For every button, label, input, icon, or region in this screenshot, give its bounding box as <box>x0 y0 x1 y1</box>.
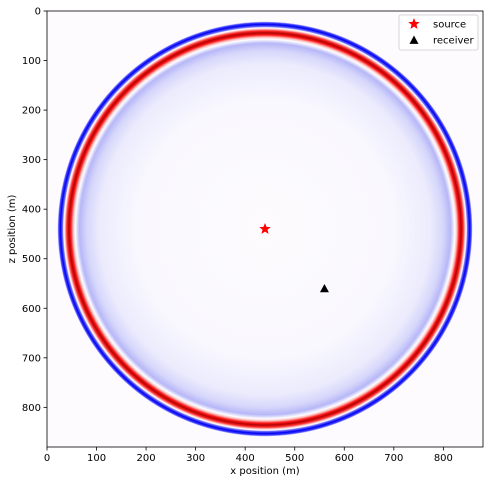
y-tick-label: 800 <box>22 403 41 414</box>
legend-box <box>398 14 479 51</box>
x-tick-label: 700 <box>384 453 403 464</box>
x-tick-label: 200 <box>137 453 156 464</box>
receiver-marker-triangle-icon <box>319 283 329 293</box>
y-tick-label: 100 <box>22 56 41 67</box>
legend-source-star-icon <box>408 18 420 29</box>
x-axis-ticks: 0 100 200 300 400 500 600 700 800 <box>44 447 453 464</box>
x-tick-label: 300 <box>186 453 205 464</box>
y-axis-ticks: 0 100 200 300 400 500 600 700 800 <box>22 7 47 414</box>
x-tick-label: 800 <box>434 453 453 464</box>
y-tick-label: 500 <box>22 254 41 265</box>
source-marker-star-icon <box>259 223 271 234</box>
y-axis-label: z position (m) <box>7 195 18 264</box>
y-tick-label: 700 <box>22 353 41 364</box>
y-tick-label: 0 <box>35 7 41 18</box>
x-tick-label: 0 <box>44 453 50 464</box>
x-axis-label: x position (m) <box>230 466 300 477</box>
y-tick-label: 200 <box>22 106 41 117</box>
plot-frame <box>46 10 484 448</box>
legend-receiver-label: receiver <box>433 36 475 47</box>
legend-source-label: source <box>433 20 466 31</box>
x-tick-label: 500 <box>285 453 304 464</box>
legend: source receiver <box>398 14 479 51</box>
x-tick-label: 600 <box>335 453 354 464</box>
legend-receiver-triangle-icon <box>409 35 419 44</box>
markers-layer <box>259 223 329 293</box>
y-tick-label: 400 <box>22 205 41 216</box>
y-tick-label: 300 <box>22 155 41 166</box>
x-tick-label: 100 <box>87 453 106 464</box>
x-tick-label: 400 <box>236 453 255 464</box>
y-tick-label: 600 <box>22 304 41 315</box>
